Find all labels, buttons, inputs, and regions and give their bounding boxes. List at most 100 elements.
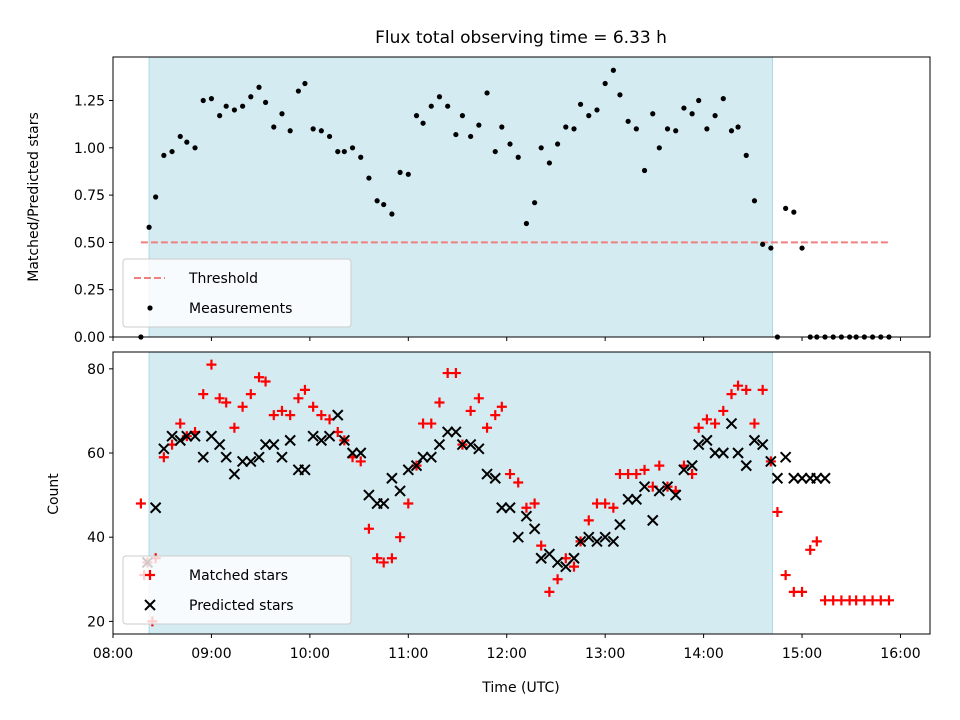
- measurement-point: [459, 113, 466, 119]
- predicted-stars-point: [591, 535, 603, 548]
- measurement-point: [554, 141, 561, 147]
- matched-stars-point: [355, 456, 366, 467]
- measurement-point: [728, 128, 735, 134]
- predicted-stars-point: [779, 451, 792, 463]
- x-tick-label: 08:00: [93, 646, 133, 662]
- predicted-stars-point: [245, 455, 257, 468]
- matched-stars-point: [316, 410, 327, 421]
- top-y-tick-label: 0.50: [74, 235, 105, 251]
- measurement-point: [349, 145, 356, 151]
- measurement-point: [231, 107, 238, 113]
- predicted-stars-point: [473, 443, 485, 455]
- measurement-point: [358, 154, 364, 160]
- matched-stars-point: [883, 595, 894, 606]
- predicted-stars-point: [630, 493, 643, 506]
- predicted-stars-point: [213, 438, 226, 451]
- measurement-point: [256, 84, 262, 90]
- measurement-point: [594, 107, 600, 113]
- predicted-stars-point: [332, 409, 344, 421]
- predicted-stars-point: [174, 434, 186, 447]
- measurement-point: [271, 124, 277, 130]
- legend-label: Predicted stars: [189, 598, 294, 614]
- predicted-stars-point: [709, 447, 721, 459]
- predicted-stars-point: [653, 485, 666, 497]
- matched-stars-point: [378, 557, 389, 568]
- measurement-point: [492, 148, 498, 155]
- measurement-point: [704, 126, 710, 132]
- matched-stars-point: [245, 389, 256, 400]
- matched-stars-point: [701, 414, 712, 425]
- top-panel: 0.00 0.25 0.50 0.75 1.00 1.25 Threshold Measure…: [74, 56, 931, 346]
- predicted-stars-point: [512, 531, 524, 543]
- x-tick-label: 15:00: [782, 646, 822, 662]
- measurement-point: [602, 80, 608, 87]
- matched-stars-point: [268, 410, 279, 421]
- predicted-stars-point: [456, 438, 469, 451]
- measurement-point: [302, 80, 308, 87]
- measurement-point: [453, 131, 459, 138]
- measurement-point: [341, 148, 347, 155]
- measurement-point: [791, 209, 797, 215]
- measurement-point: [735, 124, 741, 130]
- predicted-stars-point: [386, 472, 398, 484]
- measurement-point: [295, 88, 301, 94]
- matched-stars-point: [135, 498, 146, 509]
- matched-stars-point: [805, 544, 816, 555]
- bottom-y-tick-label: 80: [87, 362, 105, 378]
- predicted-stars-point: [253, 451, 265, 463]
- measurement-point: [397, 169, 403, 176]
- predicted-stars-point: [504, 502, 516, 514]
- matched-stars-point: [285, 410, 296, 421]
- measurement-point: [783, 205, 789, 211]
- predicted-stars-point: [299, 464, 311, 476]
- predicted-stars-point: [410, 459, 423, 472]
- matched-stars-point: [654, 460, 665, 471]
- matched-stars-point: [473, 393, 484, 404]
- predicted-stars-point: [771, 472, 784, 484]
- measurement-point: [208, 96, 215, 102]
- predicted-stars-point: [464, 438, 477, 451]
- x-tick-label: 13:00: [585, 646, 625, 662]
- matched-stars-point: [229, 422, 240, 433]
- measurement-point: [586, 113, 592, 119]
- predicted-stars-point: [670, 489, 682, 501]
- measurement-point: [650, 111, 656, 117]
- predicted-stars-point: [197, 451, 209, 463]
- predicted-stars-point: [756, 438, 769, 451]
- matched-stars-point: [733, 380, 744, 391]
- measurement-point: [146, 224, 152, 230]
- predicted-stars-point: [441, 426, 454, 438]
- matched-stars-point: [811, 536, 822, 547]
- matched-stars-point: [631, 469, 642, 480]
- measurement-point: [499, 124, 505, 130]
- measurement-point: [610, 67, 616, 73]
- measurement-point: [484, 90, 490, 96]
- top-y-tick-label: 1.00: [74, 141, 105, 157]
- measurement-point: [696, 97, 702, 104]
- predicted-stars-point: [377, 497, 390, 510]
- predicted-stars-point: [796, 472, 808, 484]
- predicted-stars-point: [236, 455, 249, 468]
- measurement-point: [177, 133, 183, 140]
- matched-stars-point: [221, 397, 232, 408]
- top-y-tick-label: 0.75: [74, 188, 105, 204]
- measurement-point: [633, 126, 639, 132]
- chart-title: Flux total observing time = 6.33 h: [375, 28, 667, 48]
- predicted-stars-point: [307, 430, 319, 442]
- measurement-point: [335, 148, 341, 155]
- matched-stars-point: [386, 553, 397, 564]
- bottom-y-tick-label: 60: [87, 446, 105, 462]
- measurement-point: [673, 128, 679, 134]
- matched-stars-point: [521, 502, 532, 513]
- predicted-stars-point: [568, 552, 580, 564]
- x-axis-label: Time (UTC): [481, 680, 559, 696]
- predicted-stars-point: [528, 523, 541, 535]
- predicted-stars-point: [686, 459, 698, 472]
- matched-stars-point: [757, 384, 768, 395]
- matched-stars-point: [513, 477, 524, 488]
- measurement-point: [625, 118, 631, 124]
- measurement-point: [546, 160, 552, 166]
- predicted-stars-point: [417, 451, 429, 463]
- predicted-stars-point: [481, 468, 493, 480]
